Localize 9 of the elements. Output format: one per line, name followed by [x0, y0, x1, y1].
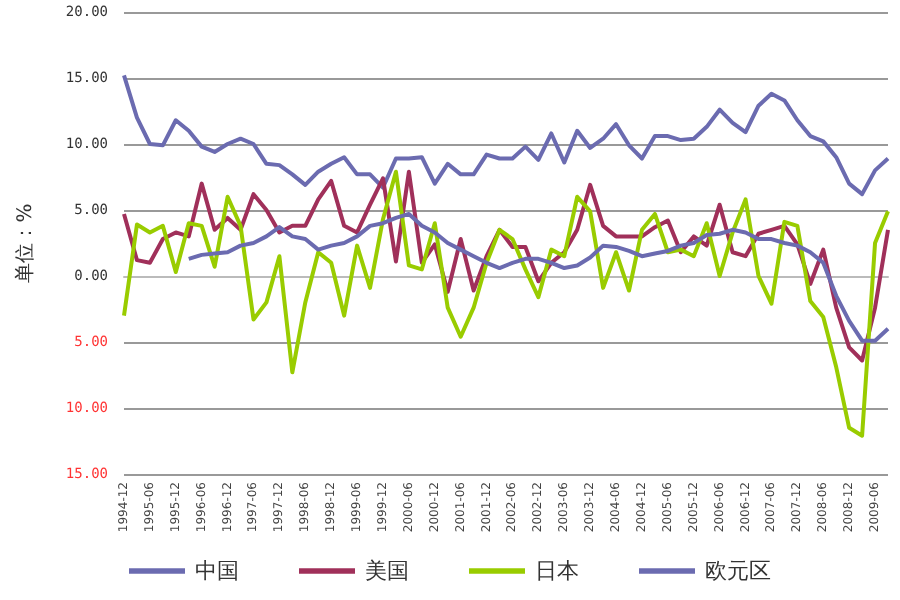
line-series — [122, 73, 890, 197]
legend-label: 日本 — [535, 558, 579, 584]
legend-label: 欧元区 — [705, 558, 771, 584]
legend-label: 美国 — [365, 558, 409, 584]
y-axis-title: 单位：% — [13, 203, 37, 283]
line-series — [122, 169, 890, 363]
line-series — [122, 169, 890, 438]
legend-label: 中国 — [195, 558, 239, 584]
line-series — [186, 211, 890, 343]
